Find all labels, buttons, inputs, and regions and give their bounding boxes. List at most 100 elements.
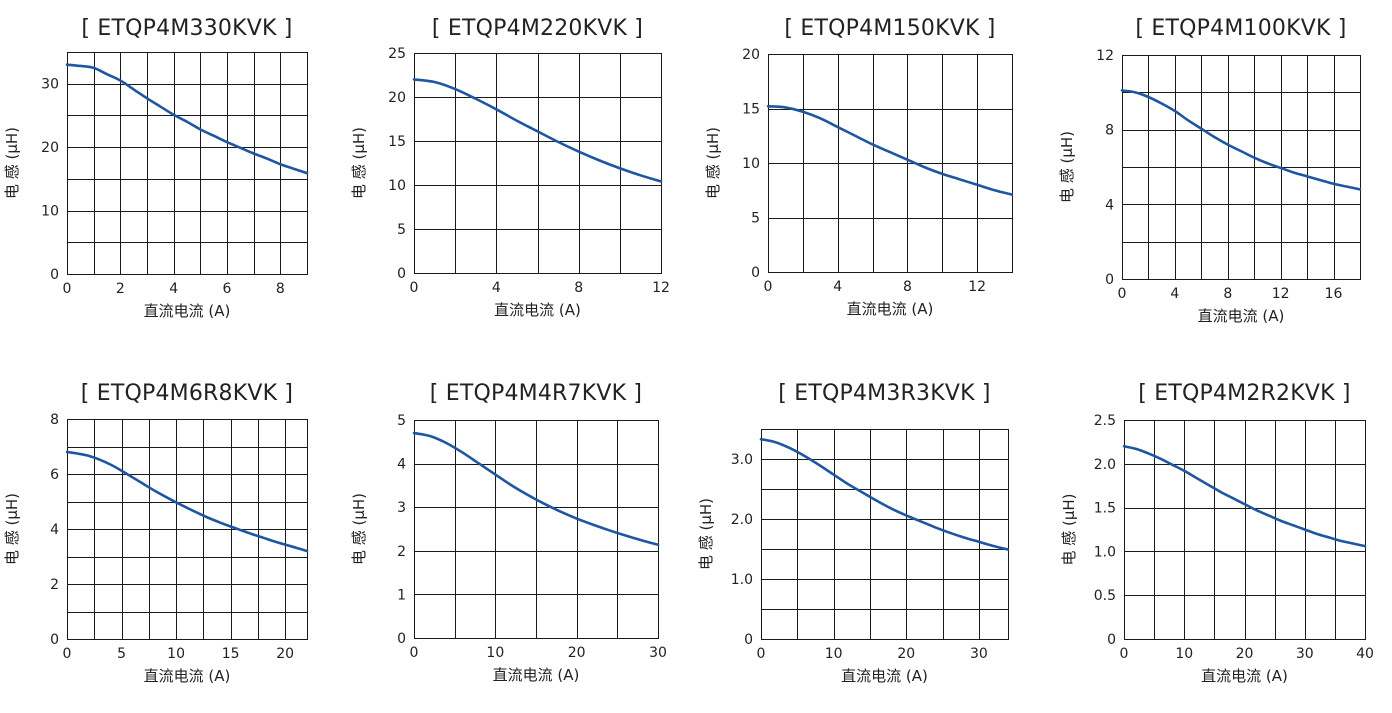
chart-title: [ ETQP4M220KVK ] [432, 16, 643, 41]
y-tick-label: 0 [50, 632, 59, 648]
y-tick-label: 25 [388, 46, 406, 62]
x-tick-label: 10 [486, 645, 504, 661]
chart-title: [ ETQP4M100KVK ] [1135, 16, 1346, 41]
y-tick-label: 5 [751, 211, 760, 227]
y-axis-label: 电 感 (μH) [3, 127, 21, 199]
x-tick-label: 0 [1118, 286, 1127, 302]
y-tick-label: 3.0 [731, 452, 753, 468]
x-axis-label: 直流电流 (A) [493, 666, 580, 684]
chart-panel: [ ETQP4M3R3KVK ] 0 10 20 30 0 1.0 2.0 3.0 直流电流 (A… [697, 365, 1050, 713]
x-tick-label: 30 [649, 645, 667, 661]
x-tick-label: 8 [276, 281, 285, 297]
chart-svg: [ ETQP4M100KVK ] 0 4 8 12 16 0 4 8 12 直流电流 (A) 电 感 … [1058, 16, 1362, 325]
chart-title: [ ETQP4M150KVK ] [784, 16, 995, 41]
inductance-curve [412, 431, 660, 546]
x-tick-label: 10 [167, 646, 185, 662]
y-tick-label: 2 [397, 544, 406, 560]
chart-svg: [ ETQP4M150KVK ] 0 4 8 12 0 5 10 15 20 直流电流 (A) 电 感… [704, 16, 1014, 318]
x-tick-label: 30 [1296, 646, 1314, 662]
y-tick-label: 5 [397, 222, 406, 238]
y-tick-label: 2.5 [1094, 413, 1116, 429]
inductance-curve [1120, 89, 1362, 191]
y-tick-label: 20 [742, 47, 760, 63]
x-tick-label: 30 [970, 646, 988, 662]
y-tick-label: 1.0 [1094, 544, 1116, 560]
chart-svg: [ ETQP4M330KVK ] 0 2 4 6 8 0 10 20 30 直流电流 (A) 电 感 … [3, 16, 309, 320]
inductance-curve [65, 450, 309, 553]
chart-panel: [ ETQP4M220KVK ] 0 4 8 12 0 5 10 15 20 25 直流电流 (A) 电… [350, 0, 698, 348]
y-tick-label: 10 [41, 204, 59, 220]
x-axis-label: 直流电流 (A) [494, 301, 581, 319]
x-tick-label: 20 [897, 646, 915, 662]
chart-svg: [ ETQP4M220KVK ] 0 4 8 12 0 5 10 15 20 25 直流电流 (A) 电… [350, 16, 670, 319]
x-tick-label: 8 [1223, 286, 1232, 302]
y-tick-label: 2 [50, 577, 59, 593]
y-tick-label: 3 [397, 500, 406, 516]
plot-frame [767, 53, 1014, 274]
y-tick-label: 10 [388, 178, 406, 194]
chart-title: [ ETQP4M2R2KVK ] [1138, 381, 1350, 406]
y-tick-label: 20 [388, 90, 406, 106]
x-tick-label: 4 [169, 281, 178, 297]
chart-svg: [ ETQP4M4R7KVK ] 0 10 20 30 0 1 2 3 4 5 直流电流 (A) 电 感… [350, 381, 667, 684]
y-tick-label: 4 [50, 522, 59, 538]
chart-title: [ ETQP4M6R8KVK ] [81, 381, 293, 406]
y-tick-label: 2.0 [731, 512, 753, 528]
x-tick-label: 0 [410, 645, 419, 661]
y-axis-label: 电 感 (μH) [697, 498, 715, 570]
x-tick-label: 16 [1325, 286, 1343, 302]
inductance-curve [412, 78, 663, 183]
chart-panel: [ ETQP4M2R2KVK ] 0 10 20 30 40 0 0.5 1.0 1.5 2.0 2.… [1056, 365, 1392, 713]
y-tick-label: 20 [41, 140, 59, 156]
y-tick-label: 8 [50, 412, 59, 428]
y-tick-label: 0 [1107, 632, 1116, 648]
y-tick-label: 5 [397, 413, 406, 429]
y-tick-label: 15 [388, 134, 406, 150]
plot-frame [760, 428, 1010, 641]
x-tick-label: 0 [410, 280, 419, 296]
x-tick-label: 5 [117, 646, 126, 662]
x-tick-label: 0 [63, 281, 72, 297]
chart-svg: [ ETQP4M2R2KVK ] 0 10 20 30 40 0 0.5 1.0 1.5 2.0 2.… [1060, 381, 1374, 685]
chart-panel: [ ETQP4M4R7KVK ] 0 10 20 30 0 1 2 3 4 5 直流电流 (A) 电 感… [350, 365, 698, 713]
x-tick-label: 10 [825, 646, 843, 662]
y-tick-label: 8 [1105, 123, 1114, 139]
chart-panel: [ ETQP4M6R8KVK ] 0 5 10 15 20 0 2 4 6 8 直流电流 (A) 电 感… [0, 365, 348, 713]
plot-frame [1121, 54, 1362, 281]
chart-title: [ ETQP4M330KVK ] [81, 16, 292, 41]
x-tick-label: 12 [968, 279, 986, 295]
x-tick-label: 8 [574, 280, 583, 296]
y-tick-label: 1.0 [731, 572, 753, 588]
x-tick-label: 4 [833, 279, 842, 295]
y-tick-label: 0.5 [1094, 588, 1116, 604]
plot-frame [66, 418, 309, 641]
x-tick-label: 0 [63, 646, 72, 662]
chart-svg: [ ETQP4M6R8KVK ] 0 5 10 15 20 0 2 4 6 8 直流电流 (A) 电 感… [3, 381, 309, 685]
x-tick-label: 4 [492, 280, 501, 296]
plot-frame [1123, 419, 1367, 641]
y-tick-label: 2.0 [1094, 457, 1116, 473]
x-tick-label: 12 [652, 280, 670, 296]
y-tick-label: 0 [397, 631, 406, 647]
x-tick-label: 6 [223, 281, 232, 297]
y-tick-label: 0 [397, 266, 406, 282]
y-tick-label: 15 [742, 102, 760, 118]
y-tick-label: 4 [1105, 197, 1114, 213]
chart-title: [ ETQP4M4R7KVK ] [430, 381, 642, 406]
plot-frame [413, 419, 660, 640]
y-tick-label: 30 [41, 77, 59, 93]
y-tick-label: 0 [744, 632, 753, 648]
inductance-curve [65, 63, 309, 175]
x-tick-label: 4 [1170, 286, 1179, 302]
y-axis-label: 电 感 (μH) [704, 127, 722, 199]
y-tick-label: 0 [751, 265, 760, 281]
y-axis-label: 电 感 (μH) [350, 493, 368, 565]
y-tick-label: 10 [742, 156, 760, 172]
x-tick-label: 2 [116, 281, 125, 297]
x-tick-label: 20 [568, 645, 586, 661]
x-tick-label: 40 [1356, 646, 1374, 662]
y-axis-label: 电 感 (μH) [1058, 131, 1076, 203]
x-axis-label: 直流电流 (A) [144, 302, 231, 320]
chart-panel: [ ETQP4M150KVK ] 0 4 8 12 0 5 10 15 20 直流电流 (A) 电 感… [702, 0, 1050, 348]
inductance-curve [1122, 444, 1367, 548]
